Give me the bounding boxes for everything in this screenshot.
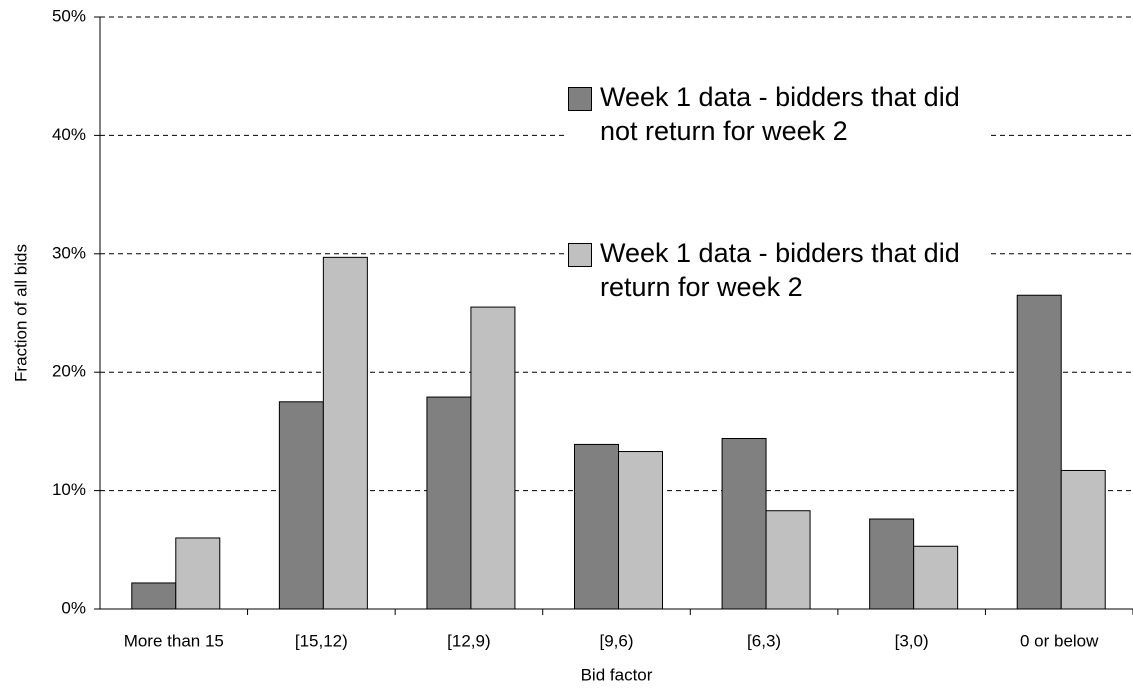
legend-entry: Week 1 data - bidders that did not retur… [568,80,988,148]
x-tick-label: More than 15 [124,631,224,650]
legend-label: Week 1 data - bidders that did not retur… [600,82,960,146]
legend-swatch [568,243,592,267]
x-tick-label: [6,3) [747,631,781,650]
y-axis-title: Fraction of all bids [11,244,30,382]
y-tick-label: 30% [52,243,86,262]
bar [765,510,811,610]
legend-entry: Week 1 data - bidders that did return fo… [568,236,988,304]
bar [175,537,221,610]
y-tick-label: 0% [61,598,86,617]
bar [869,518,915,610]
x-tick-label: [3,0) [895,631,929,650]
y-tick-label: 10% [52,480,86,499]
x-tick-label: [9,6) [599,631,633,650]
bar [322,256,368,610]
y-tick-label: 20% [52,362,86,381]
legend-label: Week 1 data - bidders that did return fo… [600,238,960,302]
bar [278,401,324,610]
legend-swatch [568,87,592,111]
bar [1060,469,1106,610]
x-tick-label: 0 or below [1020,631,1099,650]
bar [913,545,959,610]
bar [574,443,619,610]
bar [618,451,663,610]
y-tick-label: 50% [52,6,86,25]
x-tick-label: [12,9) [447,631,490,650]
bar [131,582,177,610]
bar [426,396,472,610]
x-axis-title: Bid factor [581,665,653,684]
bar [1016,294,1062,610]
bar [721,438,767,610]
y-tick-label: 40% [52,125,86,144]
x-tick-label: [15,12) [295,631,348,650]
bar [470,306,516,610]
